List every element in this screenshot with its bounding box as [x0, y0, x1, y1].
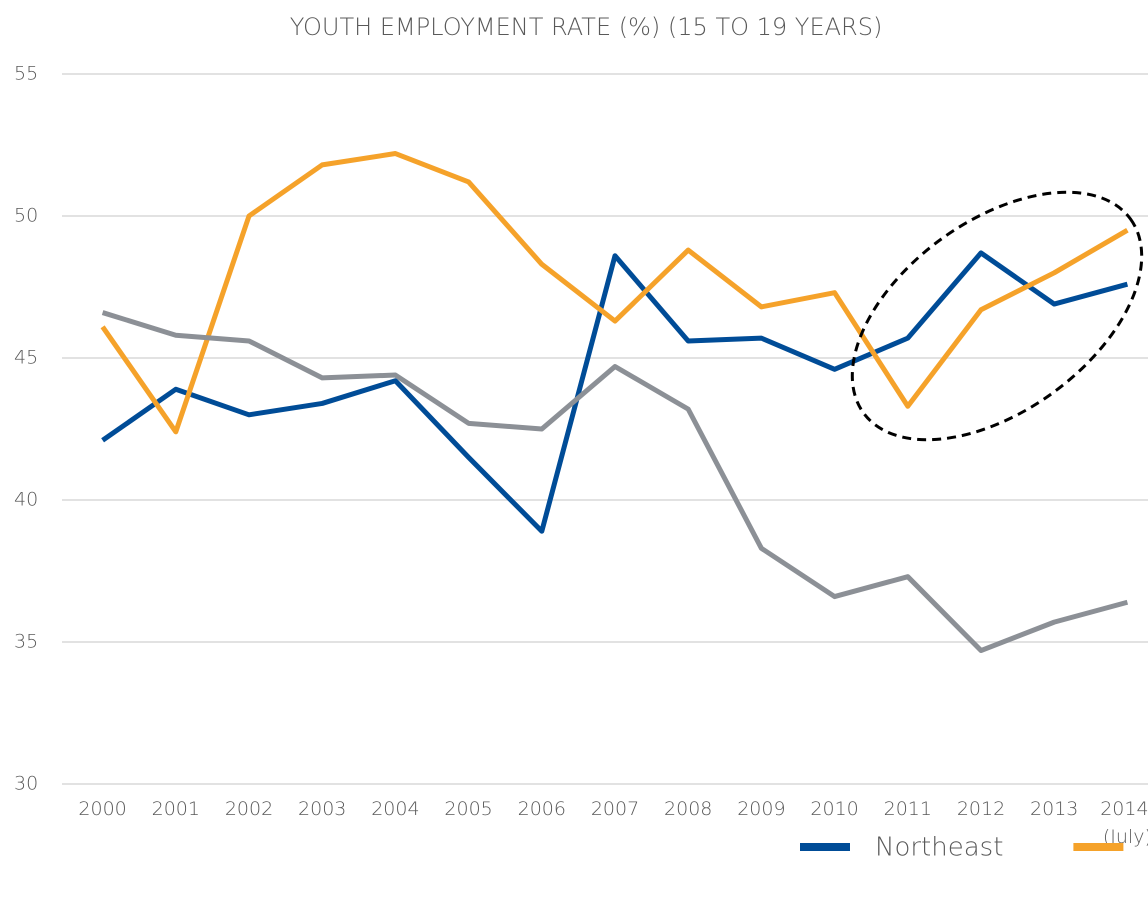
- x-tick-label: 2000: [78, 798, 126, 820]
- x-tick-label: 2001: [152, 798, 200, 820]
- series-line: [101, 250, 1129, 534]
- x-tick-label: 2013: [1030, 798, 1078, 820]
- x-tick-label: 2003: [298, 798, 346, 820]
- series-line: [101, 310, 1129, 654]
- x-tick-label: 2007: [591, 798, 639, 820]
- x-tick-label: 2008: [664, 798, 712, 820]
- x-tick-label: 2004: [371, 798, 419, 820]
- legend-swatch: [1073, 843, 1124, 851]
- x-tick-label: 2012: [957, 798, 1005, 820]
- y-tick-label: 30: [14, 773, 38, 795]
- y-tick-label: 55: [14, 63, 38, 85]
- x-tick-label: 2014 (July): [1100, 798, 1148, 848]
- y-tick-label: 45: [14, 347, 38, 369]
- chart-title: YOUTH EMPLOYMENT RATE (%) (15 TO 19 YEAR…: [290, 13, 883, 41]
- lines: [100, 151, 1129, 654]
- x-tick-label: 2006: [518, 798, 566, 820]
- x-tick-label: 2010: [810, 798, 858, 820]
- x-tick-label: 2009: [737, 798, 785, 820]
- grid: [62, 73, 1148, 785]
- highlight-ellipse: [850, 190, 1144, 442]
- x-tick-label: 2002: [225, 798, 273, 820]
- legend-swatch: [800, 843, 850, 851]
- y-tick-label: 40: [14, 489, 38, 511]
- legend-label: Northeast: [875, 833, 1003, 863]
- x-tick-label: 2005: [444, 798, 492, 820]
- y-tick-label: 35: [14, 631, 38, 653]
- y-tick-label: 50: [14, 205, 38, 227]
- series-line: [100, 151, 1129, 435]
- x-tick-label: 2011: [884, 798, 932, 820]
